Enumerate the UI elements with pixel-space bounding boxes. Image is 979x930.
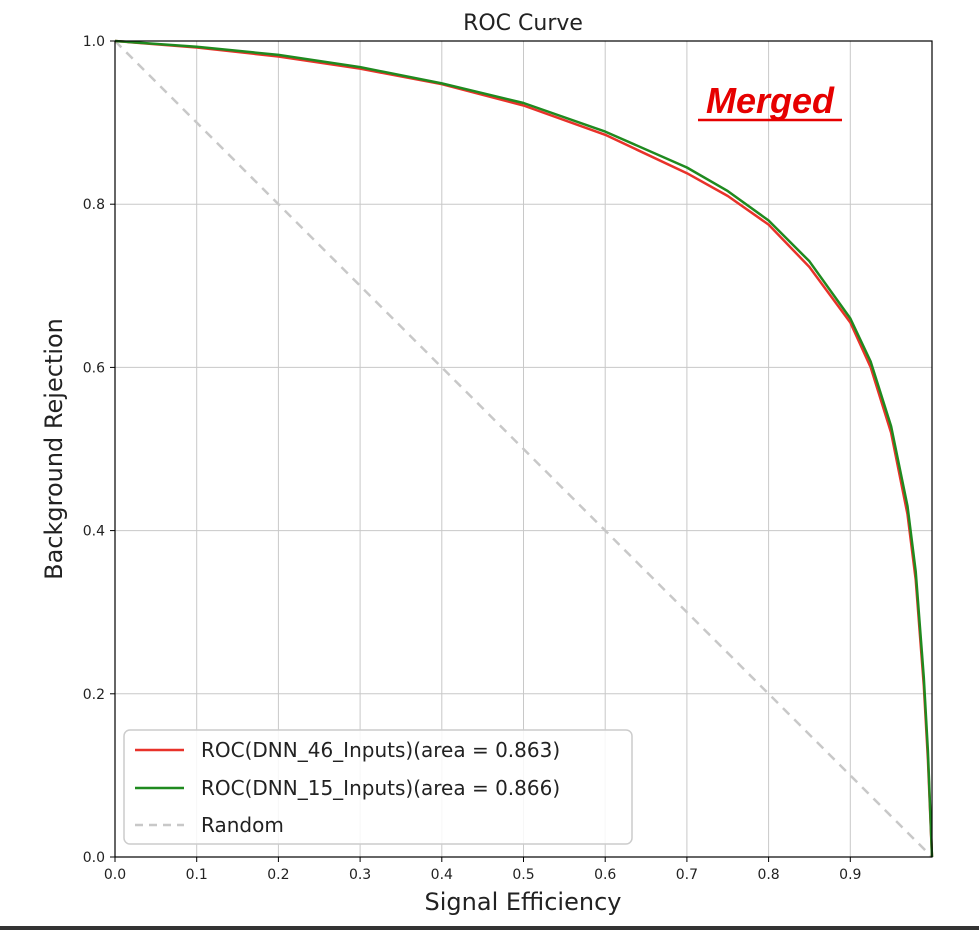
- chart-title: ROC Curve: [463, 11, 583, 36]
- x-tick-label: 0.2: [267, 867, 289, 883]
- y-tick-label: 0.2: [83, 687, 105, 703]
- y-tick-label: 0.8: [83, 197, 105, 213]
- x-tick-label: 0.1: [186, 867, 208, 883]
- y-axis-label: Background Rejection: [40, 318, 68, 580]
- x-tick-label: 0.3: [349, 867, 371, 883]
- x-axis-ticks: 0.0 0.1 0.2 0.3 0.4 0.5 0.6 0.7 0.8 0.9: [104, 857, 861, 883]
- x-tick-label: 0.8: [757, 867, 779, 883]
- y-tick-label: 0.0: [83, 850, 105, 866]
- merged-annotation: Merged: [706, 80, 835, 121]
- x-tick-label: 0.4: [431, 867, 453, 883]
- x-axis-label: Signal Efficiency: [425, 888, 622, 916]
- series-line-2: [114, 40, 933, 858]
- bottom-border: [0, 926, 979, 930]
- x-tick-label: 0.6: [594, 867, 616, 883]
- y-tick-label: 0.6: [83, 360, 105, 376]
- y-tick-label: 1.0: [83, 34, 105, 50]
- legend-label-random: Random: [201, 813, 284, 837]
- x-tick-label: 0.9: [839, 867, 861, 883]
- y-tick-label: 0.4: [83, 524, 105, 540]
- series-line-1: [114, 39, 934, 858]
- x-tick-label: 0.5: [512, 867, 534, 883]
- roc-series: [114, 39, 934, 858]
- legend: ROC(DNN_46_Inputs)(area = 0.863) ROC(DNN…: [123, 729, 633, 845]
- y-axis-ticks: 0.0 0.2 0.4 0.6 0.8 1.0: [83, 34, 115, 866]
- random-baseline: [114, 40, 933, 858]
- x-tick-label: 0.0: [104, 867, 126, 883]
- x-tick-label: 0.7: [676, 867, 698, 883]
- legend-label-dnn15: ROC(DNN_15_Inputs)(area = 0.866): [201, 776, 560, 800]
- legend-label-dnn46: ROC(DNN_46_Inputs)(area = 0.863): [201, 738, 560, 762]
- legend-box: [123, 729, 633, 845]
